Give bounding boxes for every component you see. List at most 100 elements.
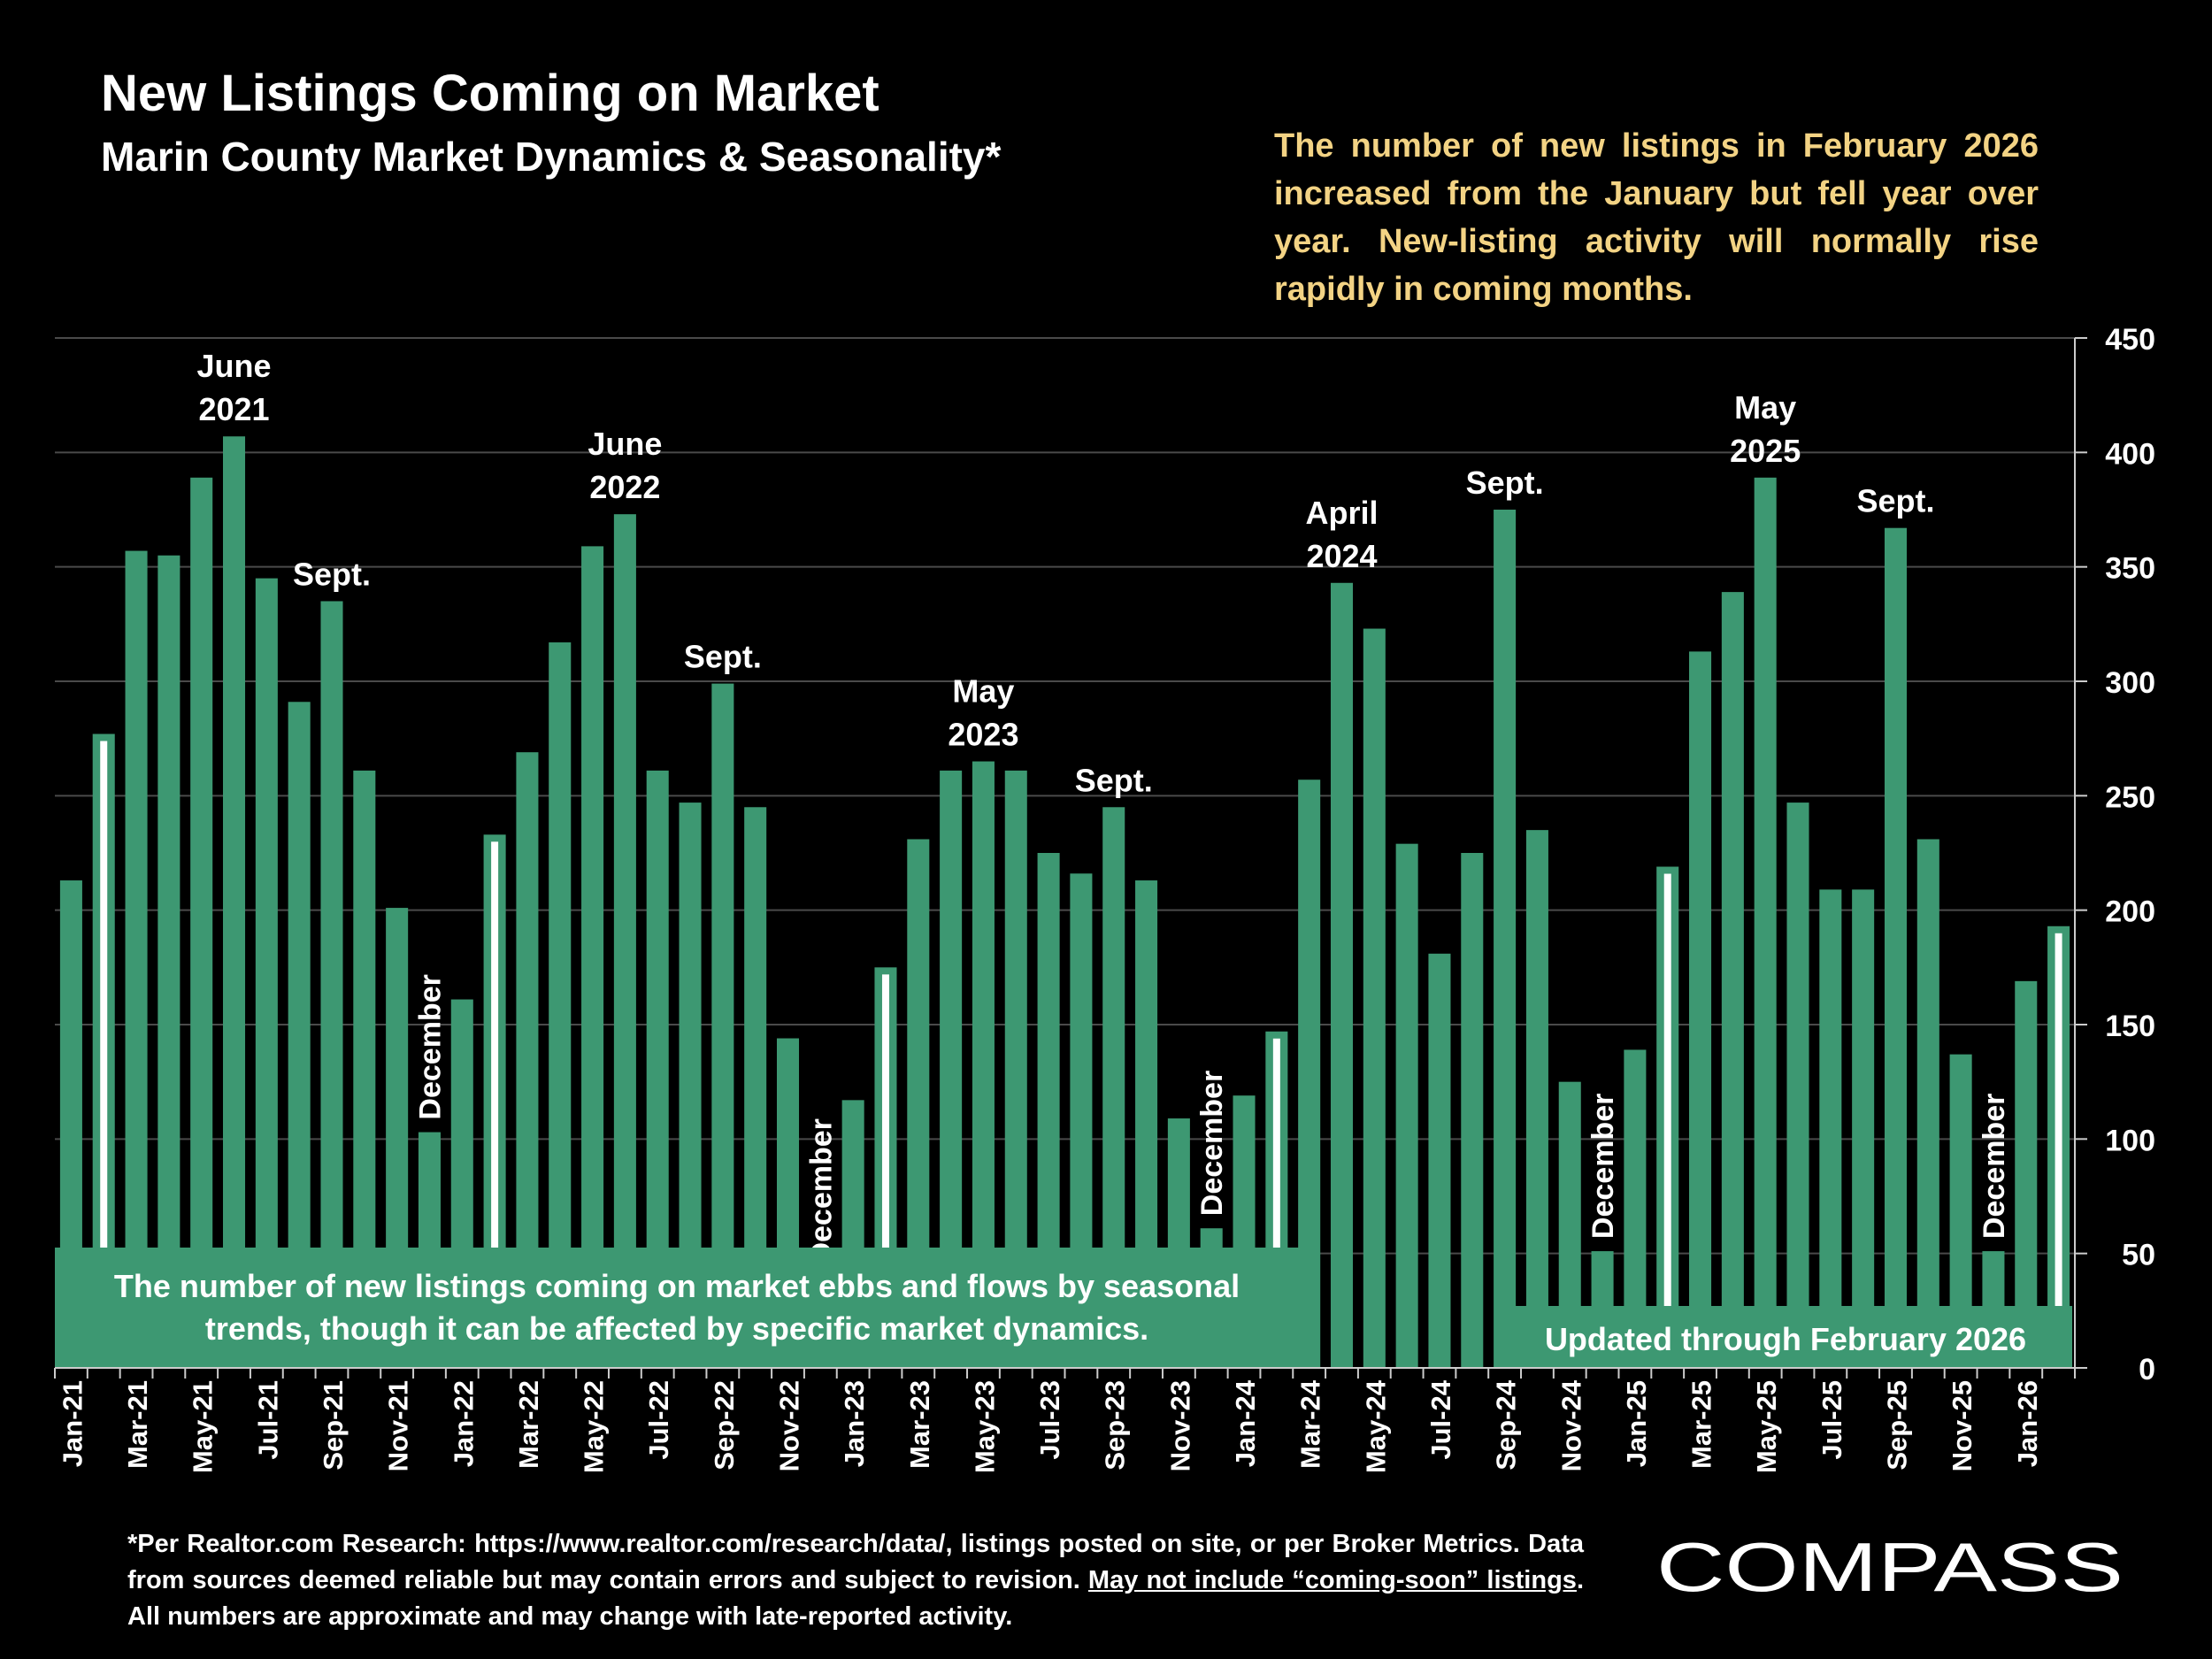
bar-May-21 xyxy=(190,477,213,1368)
x-tick-label-Jan-24: Jan-24 xyxy=(1230,1379,1261,1467)
bar-chart: June 2021 Sept. December June 2022 Sept. Decemb… xyxy=(54,323,2155,1473)
y-tick-label-100: 100 xyxy=(2105,1124,2155,1157)
bar-Apr-21 xyxy=(157,555,180,1368)
bar-Sep-24 xyxy=(1494,510,1517,1368)
bar-Sep-21 xyxy=(320,601,343,1368)
y-tick-label-250: 250 xyxy=(2105,780,2155,814)
x-tick-label-Nov-24: Nov-24 xyxy=(1555,1379,1586,1471)
bar-Apr-24 xyxy=(1330,582,1354,1368)
x-tick-label-Mar-22: Mar-22 xyxy=(513,1380,544,1469)
annotation-Sep-25-line-0: Sept. xyxy=(1856,483,1934,519)
annotation-Dec-22: December xyxy=(804,1118,838,1263)
x-tick-label-Nov-21: Nov-21 xyxy=(383,1380,414,1471)
annotation-Apr-24-line-1: 2024 xyxy=(1306,538,1377,574)
bar-Aug-24 xyxy=(1461,853,1484,1368)
footnote-part-1: *Per Realtor.com Research: https://www.r… xyxy=(127,1530,1584,1594)
bar-May-25 xyxy=(1754,477,1777,1368)
x-axis-ticks: Jan-21 Mar-21 May-21 Jul-21 Sep-21 Nov-21 Jan-… xyxy=(54,1368,2076,1473)
annotation-Sep-23-line-0: Sept. xyxy=(1075,762,1153,798)
bar-Mar-25 xyxy=(1689,651,1712,1368)
bar-Oct-25 xyxy=(1916,839,1939,1368)
feb-marker-Feb-25 xyxy=(1663,873,1671,1368)
bar-May-24 xyxy=(1363,628,1386,1368)
annotation-Jun-22-line-1: 2022 xyxy=(589,469,660,505)
y-tick-label-300: 300 xyxy=(2105,666,2155,700)
bar-Jun-22 xyxy=(613,514,636,1368)
bar-Aug-25 xyxy=(1852,889,1875,1368)
x-tick-label-Jul-22: Jul-22 xyxy=(643,1380,674,1460)
annotation-Jun-22-line-0: June xyxy=(588,426,662,462)
footnote-underlined: May not include “coming-soon” listings xyxy=(1087,1566,1577,1594)
bar-Apr-25 xyxy=(1721,592,1744,1368)
x-tick-label-Jan-22: Jan-22 xyxy=(448,1380,479,1467)
x-tick-label-May-22: May-22 xyxy=(579,1380,610,1473)
annotation-Sep-22-line-0: Sept. xyxy=(684,639,762,675)
y-tick-label-400: 400 xyxy=(2105,437,2155,471)
x-tick-label-Sep-24: Sep-24 xyxy=(1491,1379,1522,1470)
x-tick-label-Nov-25: Nov-25 xyxy=(1947,1380,1978,1471)
y-tick-label-450: 450 xyxy=(2105,323,2155,357)
y-tick-label-150: 150 xyxy=(2105,1010,2155,1043)
feb-marker-Feb-23 xyxy=(881,974,889,1368)
annotation-Sep-21-line-0: Sept. xyxy=(293,556,371,592)
x-tick-label-Mar-23: Mar-23 xyxy=(904,1380,935,1469)
x-tick-label-Sep-22: Sep-22 xyxy=(709,1380,740,1471)
annotation-Dec-23: December xyxy=(1195,1071,1229,1216)
y-axis-ticks: 0 50 100 150 200 250 300 350 400 450 xyxy=(2075,323,2155,1386)
annotation-Sep-24-line-0: Sept. xyxy=(1466,465,1544,501)
x-tick-label-Mar-21: Mar-21 xyxy=(122,1380,153,1469)
bar-Jul-21 xyxy=(255,578,278,1368)
chart-title: New Listings Coming on Market xyxy=(101,65,879,122)
footnote-part-2: . All numbers are approximate and may ch… xyxy=(127,1566,1584,1631)
y-tick-label-350: 350 xyxy=(2105,552,2155,586)
annotation-Jun-21-line-1: 2021 xyxy=(198,391,269,427)
annotation-Jun-21-line-0: June xyxy=(197,348,272,384)
seasonal-note-box xyxy=(55,1248,1320,1367)
bar-Jul-25 xyxy=(1819,889,1842,1368)
footnote: *Per Realtor.com Research: https://www.r… xyxy=(127,1526,1584,1635)
bar-Jun-25 xyxy=(1786,803,1809,1368)
x-tick-label-Nov-22: Nov-22 xyxy=(774,1380,805,1471)
bar-Jan-26 xyxy=(2015,980,2038,1368)
feb-marker-Feb-21 xyxy=(100,741,108,1368)
annotation-Dec-24: December xyxy=(1586,1094,1620,1239)
bar-Jul-24 xyxy=(1428,953,1451,1368)
x-tick-label-Jan-21: Jan-21 xyxy=(57,1380,88,1467)
updated-note-box xyxy=(1495,1306,2072,1368)
annotation-May-25-line-0: May xyxy=(1734,389,1796,426)
annotation-May-25-line-1: 2025 xyxy=(1730,433,1801,469)
x-tick-label-Sep-25: Sep-25 xyxy=(1881,1380,1912,1471)
seasonal-note-line-1: The number of new listings coming on mar… xyxy=(114,1268,1240,1304)
x-tick-label-Jan-25: Jan-25 xyxy=(1621,1380,1652,1467)
insight-text: The number of new listings in February 2… xyxy=(1274,127,2039,308)
annotation-Dec-21: December xyxy=(413,974,447,1119)
bar-Jun-21 xyxy=(223,436,246,1368)
february-markers xyxy=(100,741,2062,1368)
y-tick-label-50: 50 xyxy=(2122,1239,2155,1272)
bar-Jun-24 xyxy=(1395,843,1418,1368)
compass-logo-text: COMPASS xyxy=(1656,1531,2124,1601)
bar-Mar-21 xyxy=(125,550,148,1368)
x-tick-label-May-24: May-24 xyxy=(1360,1379,1391,1473)
x-tick-label-Jul-25: Jul-25 xyxy=(1816,1380,1847,1460)
chart-subtitle: Marin County Market Dynamics & Seasonali… xyxy=(101,134,1002,180)
x-tick-label-Mar-25: Mar-25 xyxy=(1686,1380,1717,1469)
x-tick-label-May-23: May-23 xyxy=(969,1380,1000,1473)
x-tick-label-Jan-23: Jan-23 xyxy=(839,1380,870,1467)
annotation-May-23-line-0: May xyxy=(952,673,1014,710)
x-tick-label-Jul-24: Jul-24 xyxy=(1425,1379,1456,1459)
note-boxes: The number of new listings coming on mar… xyxy=(55,1248,2072,1368)
bar-Sep-25 xyxy=(1884,527,1907,1368)
bar-annotations: June 2021 Sept. December June 2022 Sept. Decemb… xyxy=(197,348,2011,1263)
x-tick-label-Mar-24: Mar-24 xyxy=(1295,1379,1326,1469)
bar-Apr-22 xyxy=(549,642,572,1368)
x-tick-label-Jan-26: Jan-26 xyxy=(2012,1380,2043,1467)
x-tick-label-Jul-21: Jul-21 xyxy=(252,1380,283,1460)
x-tick-label-Sep-21: Sep-21 xyxy=(318,1380,349,1471)
annotation-Dec-25: December xyxy=(1978,1094,2011,1239)
y-tick-label-0: 0 xyxy=(2139,1353,2155,1386)
bar-Oct-24 xyxy=(1525,830,1548,1368)
x-tick-label-May-21: May-21 xyxy=(188,1380,219,1473)
annotation-Apr-24-line-0: April xyxy=(1305,495,1378,531)
feb-marker-Feb-24 xyxy=(1272,1038,1280,1368)
